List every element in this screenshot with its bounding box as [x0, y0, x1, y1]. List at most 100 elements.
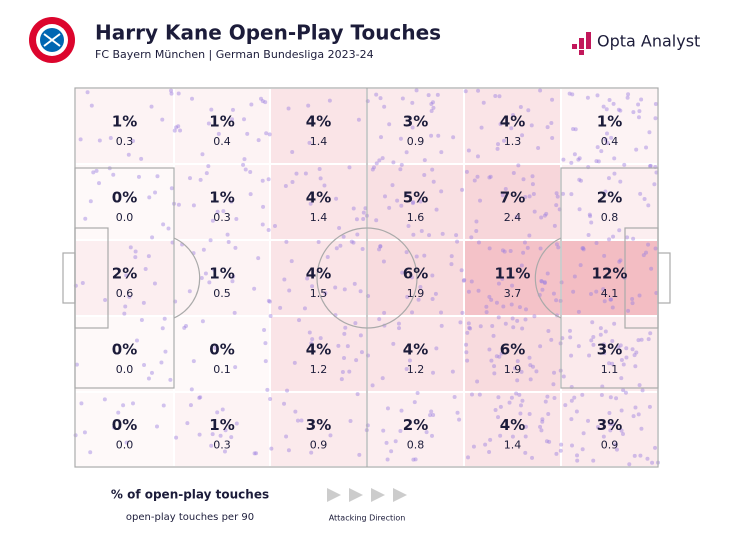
touch-dot — [426, 93, 431, 98]
touch-dot — [342, 331, 347, 336]
touch-dot — [543, 399, 548, 404]
touch-dot — [454, 233, 459, 238]
touch-dot — [538, 88, 543, 93]
zone — [269, 315, 368, 393]
touch-dot — [494, 354, 499, 359]
touch-dot — [530, 455, 535, 460]
zone — [74, 163, 175, 241]
touch-dot — [396, 321, 401, 326]
touch-dot — [449, 254, 454, 259]
touch-dot — [532, 314, 537, 319]
touch-dot — [544, 211, 549, 216]
touch-dot — [391, 160, 396, 165]
touch-dot — [389, 449, 394, 454]
touch-dot — [487, 246, 492, 251]
zone-per90: 0.6 — [116, 287, 134, 300]
touch-dot — [183, 324, 188, 329]
touch-dot — [648, 163, 653, 168]
touch-dot — [489, 358, 494, 363]
touch-dot — [252, 286, 257, 291]
touch-dot — [581, 431, 586, 436]
touch-dot — [501, 304, 506, 309]
touch-dot — [639, 426, 644, 431]
touch-dot — [539, 215, 544, 220]
touch-dot — [382, 310, 387, 315]
touch-dot — [451, 135, 456, 140]
touch-dot — [434, 207, 439, 212]
touch-dot — [613, 442, 618, 447]
touch-dot — [174, 125, 179, 130]
touch-dot — [503, 321, 508, 326]
touch-dot — [295, 418, 300, 423]
touch-dot — [467, 325, 472, 330]
touch-dot — [638, 453, 643, 458]
touch-dot — [78, 137, 83, 142]
touch-dot — [466, 289, 471, 294]
touch-dot — [430, 273, 435, 278]
touch-dot — [283, 184, 288, 189]
touch-dot — [472, 178, 477, 183]
touch-dot — [492, 371, 497, 376]
touch-dot — [554, 298, 559, 303]
touch-dot — [222, 449, 227, 454]
zone — [560, 239, 659, 317]
touch-dot — [89, 103, 94, 108]
touch-dot — [263, 359, 268, 364]
zone — [74, 87, 175, 165]
touch-dot — [435, 92, 440, 97]
touch-dot — [431, 413, 436, 418]
touch-dot — [556, 245, 561, 250]
touch-dot — [325, 255, 330, 260]
touch-dot — [487, 294, 492, 299]
touch-dot — [617, 228, 622, 233]
zone-per90: 0.4 — [601, 135, 619, 148]
touch-dot — [618, 258, 623, 263]
touch-dot — [248, 170, 253, 175]
touch-dot — [567, 328, 572, 333]
touch-dot — [429, 109, 434, 114]
zone-pct: 4% — [403, 341, 428, 359]
touch-dot — [630, 301, 635, 306]
touch-dot — [512, 366, 517, 371]
zone-per90: 1.1 — [601, 363, 619, 376]
touch-dot — [534, 369, 539, 374]
touch-dot — [568, 335, 573, 340]
touch-dot — [191, 203, 196, 208]
legend-secondary: open-play touches per 90 — [126, 512, 254, 523]
touch-dot — [122, 311, 127, 316]
touch-dot — [370, 167, 375, 172]
touch-dot — [554, 451, 559, 456]
touch-dot — [587, 212, 592, 217]
touch-dot — [116, 410, 121, 415]
touch-dot — [540, 419, 545, 424]
zone-pct: 1% — [597, 113, 622, 131]
touch-dot — [268, 396, 273, 401]
touch-dot — [422, 253, 427, 258]
touch-dot — [282, 277, 287, 282]
touch-dot — [234, 216, 239, 221]
touch-dot — [223, 428, 228, 433]
touch-dot — [190, 96, 195, 101]
touch-dot — [340, 370, 345, 375]
touch-dot — [487, 175, 492, 180]
touch-dot — [631, 236, 636, 241]
touch-dot — [221, 209, 226, 214]
touch-dot — [327, 98, 332, 103]
zone — [173, 315, 271, 393]
touch-dot — [395, 198, 400, 203]
touch-dot — [343, 325, 348, 330]
touch-dot — [269, 446, 274, 451]
zone-pct: 6% — [403, 265, 428, 283]
touch-dot — [131, 138, 136, 143]
touch-dot — [542, 213, 547, 218]
touch-dot — [576, 344, 581, 349]
touch-dot — [188, 403, 193, 408]
touch-dot — [587, 353, 592, 358]
touch-dot — [155, 174, 160, 179]
touch-dot — [577, 177, 582, 182]
touch-dot — [230, 279, 235, 284]
touch-dot — [538, 246, 543, 251]
touch-dot — [551, 382, 556, 387]
touch-dot — [603, 329, 608, 334]
touch-dot — [410, 125, 415, 130]
